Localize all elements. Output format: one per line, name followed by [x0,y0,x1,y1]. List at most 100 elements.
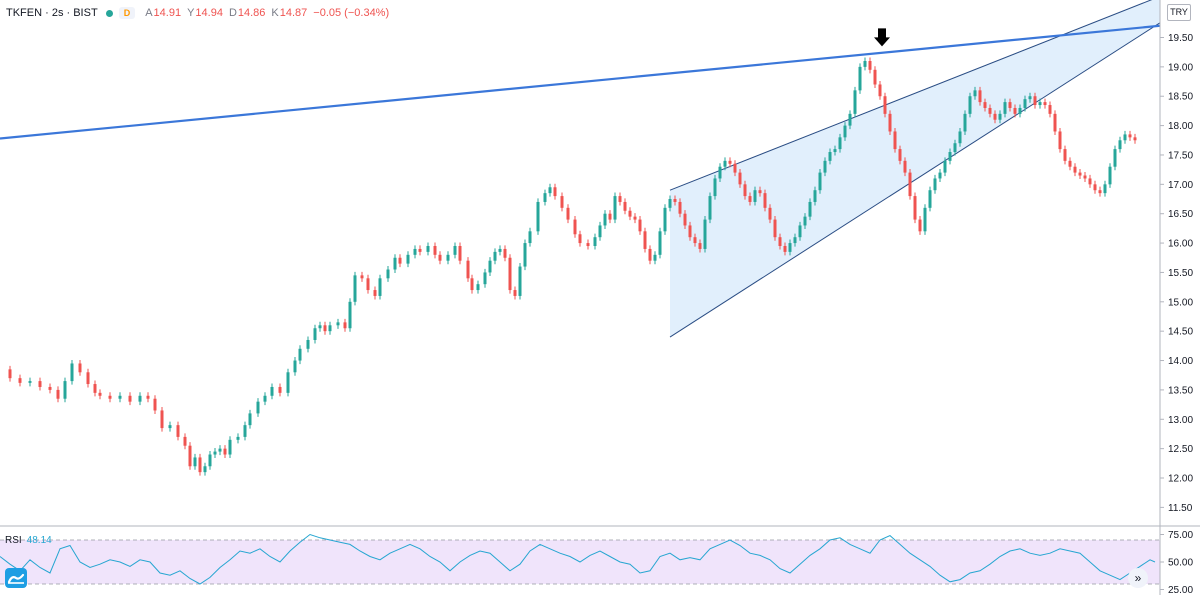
candle-body [146,395,150,399]
candle-body [386,269,390,279]
candle-body [93,384,97,393]
candle-body [248,413,252,426]
candle-body [86,372,90,385]
candle-body [1098,190,1102,194]
candle-body [633,216,637,220]
candle-body [858,66,862,91]
open-label: A [145,7,153,19]
candle-body [203,466,207,473]
candle-body [466,260,470,279]
change-value: −0.05 (−0.34%) [313,7,390,19]
rsi-tick-label: 50.00 [1168,558,1193,569]
candle-body [548,187,552,194]
candle-body [1073,166,1077,173]
candle-body [453,246,457,255]
candle-body [498,248,502,252]
candle-body [708,196,712,220]
candle-body [993,113,997,120]
candle-body [763,193,767,208]
candle-body [1113,149,1117,167]
candle-body [643,231,647,249]
candle-body [553,187,557,197]
candle-body [843,125,847,138]
channel-upper-line [669,0,1153,191]
candle-body [513,290,517,296]
candle-body [446,254,450,261]
candle-body [153,398,157,411]
candle-body [868,60,872,70]
candle-body [528,231,532,244]
candle-body [1013,107,1017,114]
price-pane [0,0,1161,476]
price-tick-label: 11.50 [1168,503,1193,514]
candle-body [958,131,962,144]
double-chevron-right-icon[interactable]: » [1128,568,1148,588]
candle-body [523,243,527,267]
candle-body [470,278,474,291]
candle-body [48,386,52,390]
open-value: 14.91 [153,7,182,19]
price-tick-label: 13.00 [1168,415,1193,426]
candle-body [578,234,582,244]
candle-body [683,213,687,226]
candle-body [1068,160,1072,167]
candle-body [318,325,322,329]
candle-body [503,248,507,258]
high-value: 14.94 [195,7,223,19]
candle-body [336,322,340,326]
price-tick-label: 19.00 [1168,62,1193,73]
candle-body [848,113,852,126]
candle-body [728,160,732,164]
candle-body [823,160,827,173]
candle-body [98,392,102,396]
candle-body [838,137,842,150]
candle-body [1133,137,1137,141]
candle-body [1128,134,1132,138]
candle-body [213,451,217,455]
candle-body [1023,99,1027,108]
candle-body [208,454,212,467]
candle-body [378,278,382,296]
tradingview-logo-icon[interactable] [5,568,27,588]
down-arrow-icon [874,28,890,47]
currency-button[interactable]: TRY [1167,4,1191,21]
close-label: K [271,7,279,19]
candle-body [1093,184,1097,191]
low-label: D [228,7,237,19]
candle-body [653,254,657,261]
candle-body [798,225,802,238]
candle-body [1048,105,1052,114]
candle-body [8,369,12,379]
price-tick-label: 17.50 [1168,150,1193,161]
candle-body [903,160,907,173]
candle-body [426,246,430,252]
candle-body [988,107,992,114]
candle-body [1053,113,1057,132]
candle-body [298,348,302,361]
candle-body [913,196,917,220]
candle-body [1018,107,1022,114]
candle-body [1028,96,1032,100]
candle-body [56,389,60,399]
candle-body [78,363,82,373]
price-tick-label: 15.50 [1168,268,1193,279]
channel-lower-line [669,22,1161,338]
candle-body [608,213,612,220]
candle-body [873,69,877,85]
candle-body [1078,172,1082,176]
candle-body [743,184,747,197]
candle-body [1063,149,1067,161]
candle-body [360,275,364,279]
candle-body [1058,131,1062,150]
candle-body [256,401,260,414]
market-status-dot [105,9,113,17]
interval-badge[interactable]: D [118,7,136,19]
candle-body [353,275,357,302]
candle-body [168,425,172,429]
candle-body [803,216,807,226]
candle-body [863,60,867,67]
candle-body [183,436,187,446]
candle-body [1108,166,1112,185]
